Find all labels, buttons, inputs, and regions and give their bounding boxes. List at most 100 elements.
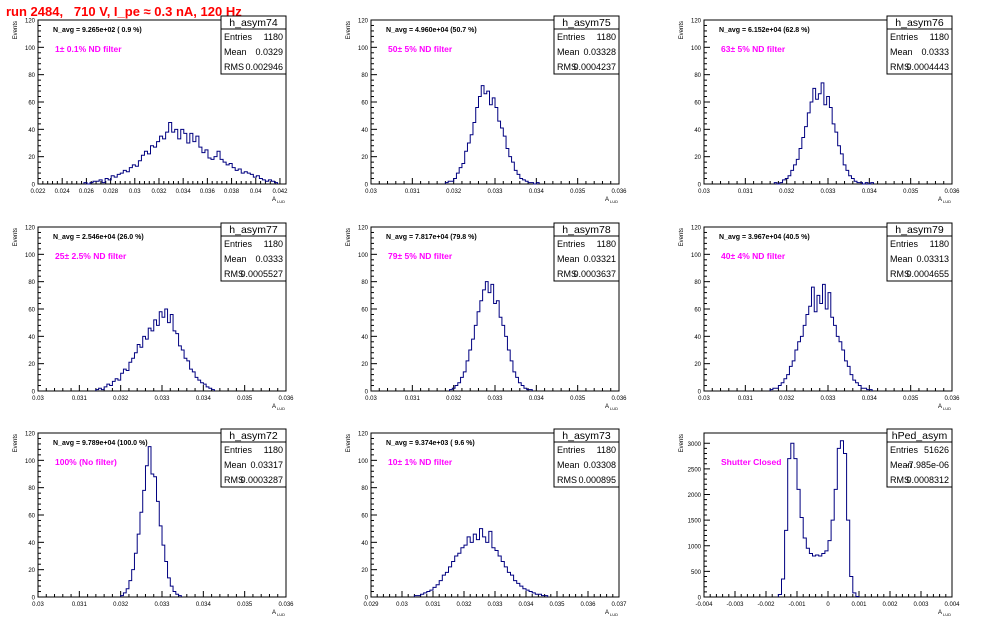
stats-box [886, 15, 953, 75]
y-tick-label: 500 [691, 570, 702, 576]
y-tick-label: 2500 [688, 467, 702, 473]
x-tick-label: 0.03 [129, 189, 141, 195]
x-tick-label: 0.03 [698, 189, 710, 195]
stat-label-entries: Entries [557, 239, 586, 249]
x-tick-label: 0.034 [196, 396, 212, 402]
x-tick-label: 0.035 [903, 396, 919, 402]
y-tick-label: 100 [358, 253, 369, 259]
x-tick-label: 0.03 [698, 396, 710, 402]
stat-label-mean: Mean [557, 460, 580, 470]
x-tick-label: 0.036 [278, 396, 294, 402]
y-tick-label: 120 [358, 226, 369, 232]
stat-label-entries: Entries [557, 32, 586, 42]
y-axis-title: Events [13, 434, 19, 452]
y-tick-label: 80 [361, 73, 368, 79]
stat-label-rms: RMS [224, 62, 244, 72]
stat-value-mean: 0.03321 [583, 254, 616, 264]
x-axis-title: A [272, 610, 276, 616]
histogram-panel-h_asym76: 0 20 40 60 80 100 120 0.03 0.031 0.032 0.033 0.034 0… [679, 15, 960, 204]
y-tick-label: 40 [28, 335, 35, 341]
n-avg-label: N_avg = 7.817e+04 (79.8 %) [386, 234, 477, 241]
n-avg-label: N_avg = 9.374e+03 ( 9.6 %) [386, 440, 475, 447]
y-tick-label: 20 [28, 568, 35, 574]
y-tick-label: 120 [25, 19, 36, 25]
x-axis-title: A [272, 404, 276, 410]
stat-label-rms: RMS [890, 62, 910, 72]
y-tick-label: 40 [28, 128, 35, 134]
histogram-name: h_asym78 [562, 224, 611, 236]
x-axis-title-subscript: LUD [277, 199, 285, 204]
stat-value-rms: 0.0004237 [573, 62, 616, 72]
stat-label-mean: Mean [224, 47, 247, 57]
y-tick-label: 100 [25, 459, 36, 465]
y-tick-label: 60 [28, 308, 35, 314]
x-tick-label: 0.031 [72, 602, 88, 608]
stat-value-rms: 0.002946 [245, 62, 283, 72]
histogram-line [444, 85, 540, 185]
x-tick-label: 0.038 [224, 189, 240, 195]
y-tick-label: 1500 [688, 519, 702, 525]
y-tick-label: 120 [358, 432, 369, 438]
stat-label-mean: Mean [557, 254, 580, 264]
x-tick-label: 0.033 [820, 189, 836, 195]
x-tick-label: 0.032 [113, 396, 129, 402]
histogram-panel-h_asym75: 0 20 40 60 80 100 120 0.03 0.031 0.032 0.033 0.034 0… [346, 15, 627, 204]
stat-label-entries: Entries [890, 32, 919, 42]
x-axis-title: A [938, 610, 942, 616]
histogram-line [449, 281, 533, 391]
stat-value-mean: -7.985e-06 [905, 460, 949, 470]
y-tick-label: 20 [694, 155, 701, 161]
x-tick-label: -0.003 [726, 602, 744, 608]
x-tick-label: 0.022 [30, 189, 46, 195]
y-tick-label: 60 [694, 101, 701, 107]
stat-label-rms: RMS [224, 475, 244, 485]
y-tick-label: 40 [694, 335, 701, 341]
x-tick-label: 0.037 [611, 602, 627, 608]
x-tick-label: 0.031 [72, 396, 88, 402]
histogram-line [83, 122, 279, 185]
stat-label-rms: RMS [224, 269, 244, 279]
y-tick-label: 120 [25, 432, 36, 438]
stat-label-rms: RMS [890, 269, 910, 279]
stat-label-entries: Entries [224, 32, 253, 42]
y-tick-label: 40 [28, 541, 35, 547]
y-tick-label: 60 [361, 308, 368, 314]
stat-label-rms: RMS [557, 269, 577, 279]
stat-value-rms: 0.0003287 [240, 475, 283, 485]
histogram-panel-h_asym77: 0 20 40 60 80 100 120 0.03 0.031 0.032 0.033 0.034 0… [13, 222, 294, 411]
stat-value-entries: 51626 [924, 445, 949, 455]
stat-label-mean: Mean [557, 47, 580, 57]
y-tick-label: 60 [361, 514, 368, 520]
x-axis-title: A [272, 197, 276, 203]
stat-value-mean: 0.03308 [583, 460, 616, 470]
n-avg-label: N_avg = 4.960e+04 (50.7 %) [386, 27, 477, 34]
x-tick-label: 0.036 [944, 396, 960, 402]
x-tick-label: 0.042 [272, 189, 288, 195]
y-tick-label: 80 [694, 280, 701, 286]
filter-label: 63± 5% ND filter [721, 44, 786, 54]
x-tick-label: 0.004 [944, 602, 960, 608]
y-tick-label: 100 [691, 253, 702, 259]
stat-value-entries: 1180 [264, 239, 283, 249]
x-tick-label: 0.032 [779, 396, 795, 402]
x-tick-label: -0.004 [695, 602, 713, 608]
stat-label-entries: Entries [224, 445, 253, 455]
x-axis-title: A [938, 404, 942, 410]
y-tick-label: 3000 [688, 442, 702, 448]
x-tick-label: 0.036 [611, 189, 627, 195]
stat-value-entries: 1180 [597, 445, 616, 455]
stats-box [553, 428, 620, 488]
x-tick-label: 0.03 [365, 189, 377, 195]
y-axis-title: Events [13, 21, 19, 39]
x-tick-label: 0.034 [529, 189, 545, 195]
x-tick-label: -0.001 [788, 602, 806, 608]
x-tick-label: 0.032 [113, 602, 129, 608]
x-axis-title-subscript: LUD [277, 406, 285, 411]
y-tick-label: 0 [32, 596, 36, 602]
stat-value-rms: 0.0008312 [906, 475, 949, 485]
y-tick-label: 100 [691, 46, 702, 52]
y-tick-label: 0 [32, 183, 36, 189]
histogram-name: h_asym75 [562, 17, 611, 29]
